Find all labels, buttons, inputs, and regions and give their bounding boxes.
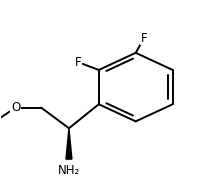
Text: F: F: [141, 32, 148, 45]
Text: F: F: [75, 56, 82, 69]
Polygon shape: [66, 128, 72, 159]
Text: O: O: [11, 101, 20, 114]
Text: NH₂: NH₂: [58, 164, 80, 177]
